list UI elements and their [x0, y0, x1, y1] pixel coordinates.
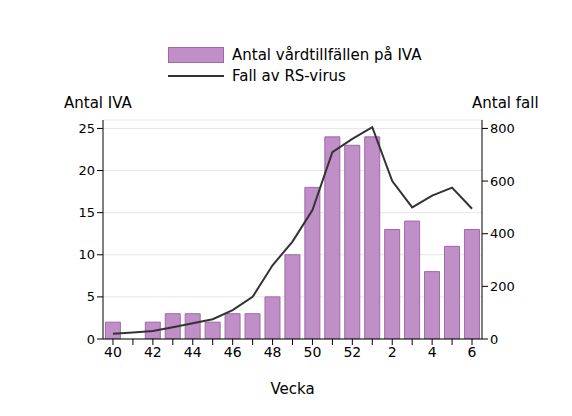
html-text:Antal vårdtillfällen på IVA: Antal vårdtillfällen på IVA: [232, 45, 422, 64]
svg-text:10: 10: [78, 247, 95, 262]
svg-text:200: 200: [490, 279, 515, 294]
svg-text:2: 2: [388, 344, 397, 360]
svg-text:5: 5: [87, 289, 95, 304]
html-text:Antal IVA: Antal IVA: [64, 94, 132, 112]
svg-text:52: 52: [343, 344, 361, 360]
html-text:Vecka: Vecka: [270, 380, 315, 398]
svg-text:40: 40: [104, 344, 122, 360]
svg-text:50: 50: [304, 344, 322, 360]
svg-text:48: 48: [264, 344, 282, 360]
svg-text:800: 800: [490, 121, 515, 136]
svg-text:0: 0: [490, 332, 498, 347]
svg-text:6: 6: [468, 344, 477, 360]
svg-text:15: 15: [78, 205, 95, 220]
html-text:Fall av RS-virus: Fall av RS-virus: [232, 66, 346, 85]
svg-text:0: 0: [87, 332, 95, 347]
svg-text:400: 400: [490, 226, 515, 241]
svg-text:20: 20: [78, 163, 95, 178]
svg-text:44: 44: [184, 344, 202, 360]
svg-text:4: 4: [428, 344, 437, 360]
svg-text:25: 25: [78, 121, 95, 136]
svg-text:46: 46: [224, 344, 242, 360]
html-text:Antal fall: Antal fall: [472, 94, 539, 112]
svg-text:600: 600: [490, 174, 515, 189]
svg-text:42: 42: [144, 344, 162, 360]
